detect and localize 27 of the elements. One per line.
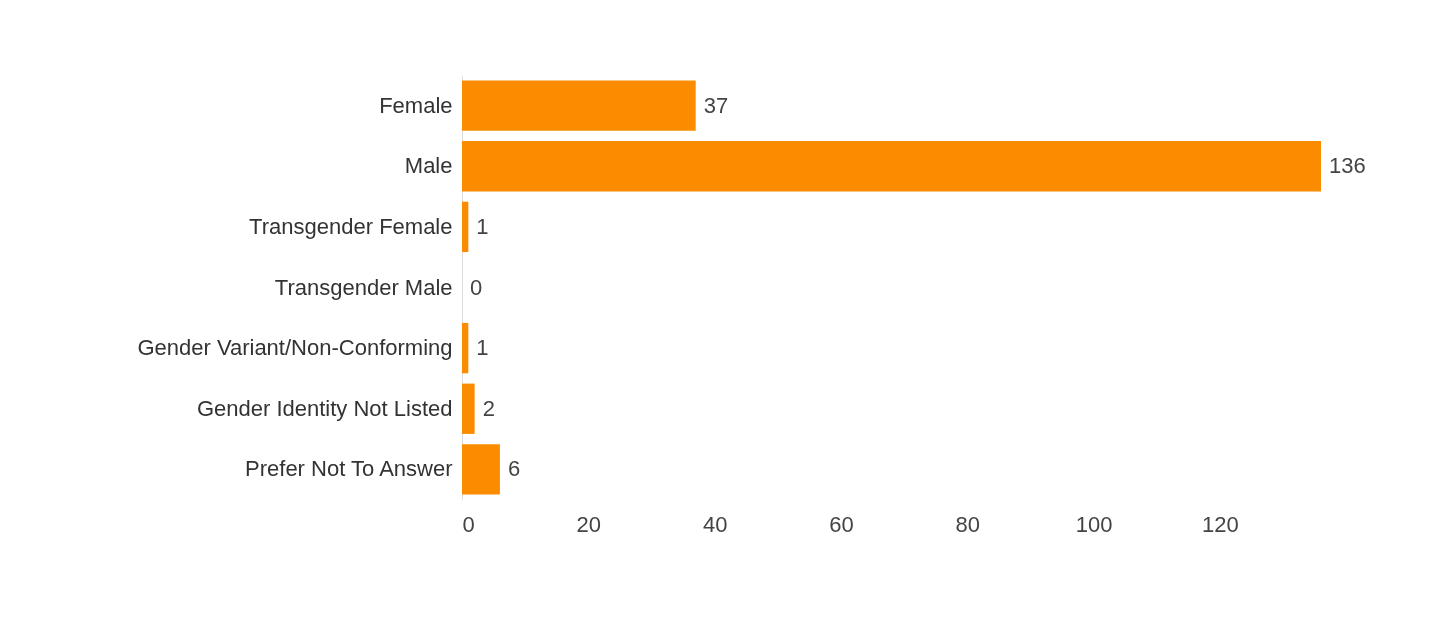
y-tick-label: Transgender Female (249, 213, 453, 239)
y-tick-label: Male (404, 153, 453, 179)
x-tick-label: 40 (702, 511, 728, 537)
y-tick-label: Gender Identity Not Listed (196, 395, 453, 421)
y-tick-label: Female (379, 92, 453, 118)
data-label: 1 (476, 213, 489, 239)
x-tick-label: 60 (829, 511, 854, 537)
y-tick-label: Prefer Not To Answer (245, 456, 453, 482)
data-label: 1 (476, 335, 489, 361)
x-tick-label: 80 (955, 511, 981, 537)
bar (462, 201, 469, 253)
bar (462, 80, 696, 131)
bar (462, 141, 1321, 192)
bar (462, 383, 475, 434)
y-tick-label: Transgender Male (274, 274, 453, 300)
x-tick-label: 100 (1075, 511, 1113, 537)
data-label: 37 (703, 92, 729, 118)
data-label: 0 (470, 274, 483, 300)
data-label: 2 (482, 395, 495, 421)
bar (462, 322, 469, 374)
x-tick-label: 0 (462, 511, 475, 537)
data-label: 6 (507, 456, 521, 482)
y-tick-label: Gender Variant/Non-Conforming (137, 335, 453, 361)
data-label: 136 (1329, 153, 1366, 179)
x-tick-label: 120 (1202, 511, 1239, 537)
x-tick-label: 20 (576, 511, 602, 537)
bar (462, 444, 500, 495)
